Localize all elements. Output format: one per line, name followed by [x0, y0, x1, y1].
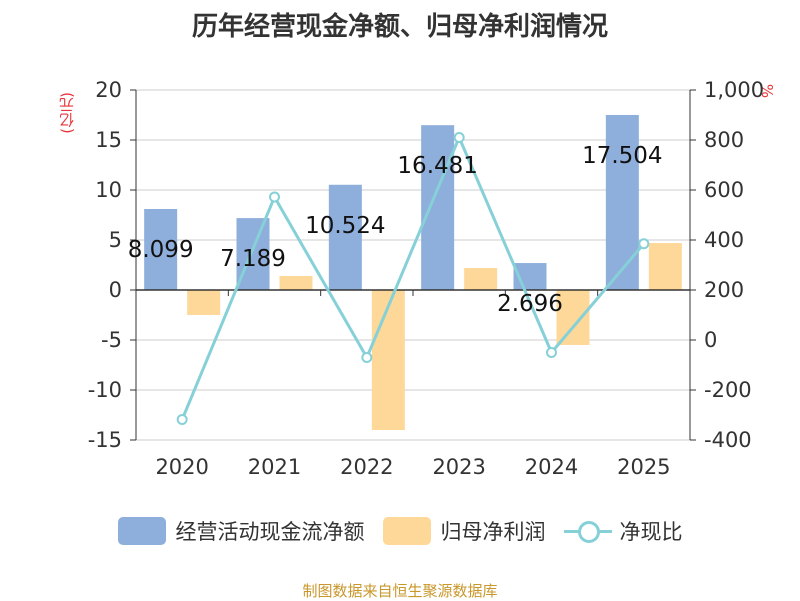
line-ratio [180, 133, 645, 421]
legend-swatch-cashflow [117, 517, 166, 545]
data-label-cashflow: 7.189 [220, 246, 286, 272]
bar-net-profit [556, 290, 590, 345]
legend-swatch-net-profit [382, 517, 431, 545]
data-label-cashflow: 10.524 [305, 213, 385, 239]
line-ratio-point [453, 132, 465, 143]
right-axis-tick-label: 600 [704, 178, 744, 202]
legend-swatch-ratio [563, 517, 612, 545]
right-axis-tick-label: -400 [704, 428, 752, 452]
bar-cashflow [605, 114, 639, 291]
legend-label-net-profit: 归母净利润 [440, 520, 546, 544]
left-axis-tick-label: -10 [88, 378, 122, 402]
legend-label-ratio: 净现比 [619, 520, 683, 544]
x-axis-tick-label: 2020 [155, 455, 208, 479]
bar-net-profit [279, 276, 313, 290]
bar-net-profit [187, 290, 221, 315]
data-source: 制图数据来自恒生聚源数据库 [302, 582, 498, 600]
left-axis-tick-label: 5 [109, 228, 122, 252]
legend-item-ratio[interactable]: 净现比 [563, 516, 683, 546]
x-axis-tick-label: 2023 [432, 455, 485, 479]
right-axis-tick-label: -200 [704, 378, 752, 402]
bar-net-profit [648, 243, 682, 290]
line-ratio-point [361, 352, 373, 363]
bar-cashflow [421, 125, 455, 290]
right-axis-tick-label: 200 [704, 278, 744, 302]
left-axis-tick-label: 15 [95, 128, 122, 152]
right-axis-tick-label: 400 [704, 228, 744, 252]
legend-label-cashflow: 经营活动现金流净额 [175, 520, 365, 544]
left-axis-tick-label: -15 [88, 428, 122, 452]
left-axis-tick-label: 20 [95, 78, 122, 102]
bar-cashflow [328, 184, 362, 290]
left-axis-tick-label: 0 [109, 278, 122, 302]
data-label-cashflow: 16.481 [397, 153, 477, 179]
bar-net-profit [371, 290, 405, 430]
chart-title: 历年经营现金净额、归母净利润情况 [191, 12, 608, 42]
line-ratio-point [176, 414, 188, 425]
legend: 经营活动现金流净额 归母净利润 净现比 [0, 516, 800, 546]
line-ratio-point [638, 238, 650, 250]
left-axis-tick-label: 10 [95, 178, 122, 202]
right-axis-tick-label: 1,000 [704, 78, 764, 102]
data-label-cashflow: 2.696 [497, 291, 563, 317]
x-axis-tick-label: 2022 [340, 455, 393, 479]
data-label-cashflow: 8.099 [128, 237, 194, 263]
line-ratio-point [269, 191, 280, 203]
line-ratio-point [546, 347, 557, 358]
legend-item-net-profit[interactable]: 归母净利润 [382, 516, 546, 546]
data-label-cashflow: 17.504 [582, 143, 662, 169]
right-axis-tick-label: 0 [704, 328, 717, 352]
right-axis-tick-label: 800 [704, 128, 744, 152]
x-axis-tick-label: 2024 [525, 455, 578, 479]
bar-cashflow [144, 209, 178, 290]
x-axis-tick-label: 2021 [248, 455, 301, 479]
x-axis-tick-label: 2025 [617, 455, 670, 479]
left-axis-tick-label: -5 [101, 328, 122, 352]
legend-item-cashflow[interactable]: 经营活动现金流净额 [117, 516, 365, 546]
bar-net-profit [464, 268, 498, 290]
